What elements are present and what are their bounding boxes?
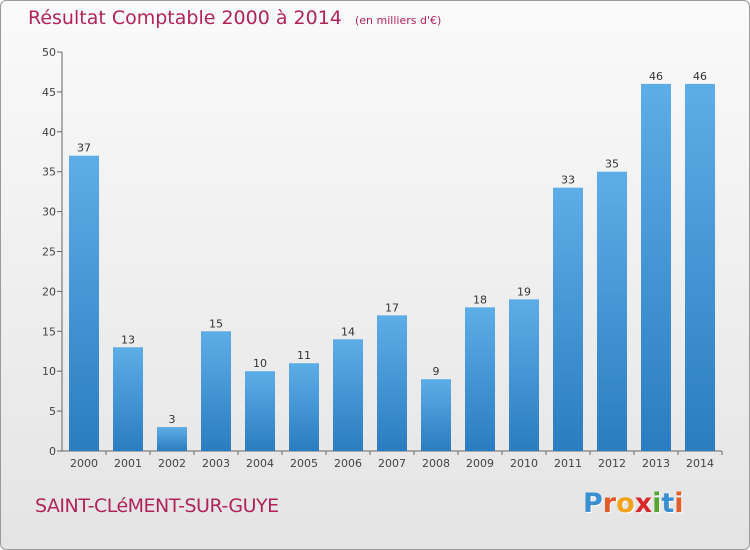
x-tick-label-2002: 2002 — [158, 457, 186, 470]
logo-letter: i — [652, 488, 662, 519]
bar-2002 — [157, 427, 187, 451]
data-label-2006: 14 — [341, 325, 355, 338]
data-label-2001: 13 — [121, 333, 135, 346]
title-row: Résultat Comptable 2000 à 2014 (en milli… — [28, 7, 441, 29]
data-label-2005: 11 — [297, 349, 311, 362]
x-tick-label-2004: 2004 — [246, 457, 274, 470]
data-label-2011: 33 — [561, 174, 575, 187]
bar-2010 — [509, 299, 539, 451]
y-tick-label: 45 — [42, 86, 56, 99]
x-tick-label-2003: 2003 — [202, 457, 230, 470]
logo-letter: r — [602, 488, 617, 519]
y-tick-label: 5 — [49, 405, 56, 418]
y-tick-label: 0 — [49, 445, 56, 458]
data-label-2013: 46 — [649, 70, 663, 83]
x-tick-label-2013: 2013 — [642, 457, 670, 470]
chart-subtitle: (en milliers d'€) — [354, 14, 442, 27]
data-label-2002: 3 — [169, 413, 176, 426]
x-tick-label-2008: 2008 — [422, 457, 450, 470]
bar-2006 — [333, 339, 363, 451]
y-tick-label: 20 — [42, 285, 56, 298]
data-label-2012: 35 — [605, 158, 619, 171]
data-label-2004: 10 — [253, 357, 267, 370]
bar-2009 — [465, 307, 495, 451]
commune-name: SAINT-CLéMENT-SUR-GUYE — [35, 495, 279, 517]
bar-2007 — [377, 315, 407, 451]
y-tick-label: 10 — [42, 365, 56, 378]
data-label-2003: 15 — [209, 317, 223, 330]
x-tick-label-2010: 2010 — [510, 457, 538, 470]
labels: 37 13 3 15 10 11 14 17 9 18 19 33 35 46 46 — [77, 70, 707, 426]
bar-2005 — [289, 363, 319, 451]
logo-letter: t — [661, 488, 675, 519]
x-tick-label-2009: 2009 — [466, 457, 494, 470]
data-label-2009: 18 — [473, 293, 487, 306]
logo-letter: P — [583, 488, 603, 519]
bar-2003 — [201, 331, 231, 451]
data-label-2010: 19 — [517, 285, 531, 298]
x-tick-label-2000: 2000 — [70, 457, 98, 470]
x-tick-label-2001: 2001 — [114, 457, 142, 470]
chart-title: Résultat Comptable 2000 à 2014 — [28, 7, 342, 29]
y-tick-label: 30 — [42, 206, 56, 219]
data-label-2014: 46 — [693, 70, 707, 83]
y-tick-label: 15 — [42, 325, 56, 338]
logo-letter: i — [674, 488, 684, 519]
x-tick-label-2007: 2007 — [378, 457, 406, 470]
bar-2000 — [69, 155, 99, 452]
bar-2014 — [685, 83, 715, 452]
logo-letter: o — [616, 488, 635, 519]
proxiti-logo[interactable]: Proxiti — [583, 488, 684, 519]
bar-2012 — [597, 171, 627, 451]
x-tick-label-2011: 2011 — [554, 457, 582, 470]
x-tick-label-2014: 2014 — [686, 457, 714, 470]
data-label-2000: 37 — [77, 142, 91, 155]
bar-2004 — [245, 371, 275, 451]
bar-2011 — [553, 187, 583, 451]
y-tick-label: 35 — [42, 166, 56, 179]
bar-2001 — [113, 347, 143, 451]
x-tick-label-2005: 2005 — [290, 457, 318, 470]
logo-letter: x — [634, 488, 653, 519]
y-tick-label: 40 — [42, 126, 56, 139]
y-tick-label: 25 — [42, 246, 56, 259]
x-tick-label-2012: 2012 — [598, 457, 626, 470]
data-label-2008: 9 — [433, 365, 440, 378]
bars — [69, 83, 715, 452]
data-label-2007: 17 — [385, 301, 399, 314]
x-tick-label-2006: 2006 — [334, 457, 362, 470]
y-tick-label: 50 — [42, 46, 56, 59]
bar-2008 — [421, 379, 451, 451]
bar-2013 — [641, 83, 671, 452]
